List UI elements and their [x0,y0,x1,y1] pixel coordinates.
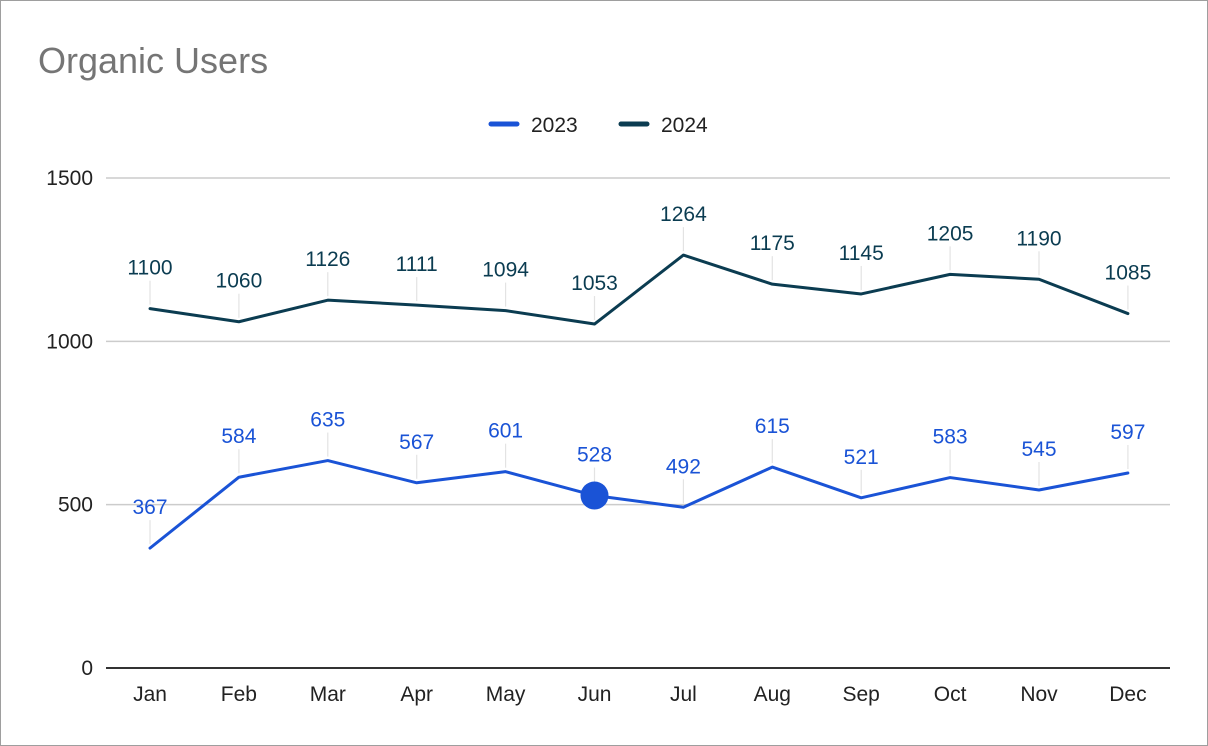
y-axis: 0 500 1000 1500 [46,167,93,680]
gridlines [106,177,1170,506]
data-label-2023-aug: 615 [755,415,790,438]
data-label-2024-dec: 1085 [1105,262,1152,285]
data-label-2024-mar: 1126 [305,248,350,271]
series-group: 367 584 635 567 601 528 492 615 521 583 545 597 1100… [127,203,1152,550]
data-label-2023-sep: 521 [844,446,879,469]
series-2023: 367 584 635 567 601 528 492 615 521 583 545 597 [132,409,1145,550]
series-2024: 1100 1060 1126 1111 1094 1053 1264 1175 1145 1205… [127,203,1152,326]
data-label-2023-nov: 545 [1021,438,1056,461]
data-label-2023-dec: 597 [1110,421,1145,444]
data-label-2024-nov: 1190 [1016,227,1061,250]
series-line-2024 [148,253,1130,326]
data-label-2024-may: 1094 [482,259,529,282]
x-tick-label-sep: Sep [843,683,880,706]
x-tick-label-aug: Aug [754,683,791,706]
data-label-2024-jun: 1053 [571,272,618,295]
x-tick-label-apr: Apr [400,683,433,706]
data-label-2023-may: 601 [488,420,523,443]
data-label-2024-jul: 1264 [660,203,707,226]
y-tick-label-1000: 1000 [46,330,93,353]
data-label-2024-sep: 1145 [839,242,884,265]
data-label-2024-aug: 1175 [750,232,795,255]
x-tick-label-jun: Jun [578,683,612,706]
x-tick-label-nov: Nov [1020,683,1058,706]
x-tick-label-oct: Oct [934,683,967,706]
data-label-2023-jun: 528 [577,444,612,467]
y-tick-label-0: 0 [81,657,93,680]
legend-label-2024: 2024 [661,114,708,137]
data-label-2023-jan: 367 [132,496,167,519]
legend-label-2023: 2023 [531,114,578,137]
data-label-2023-mar: 635 [310,409,345,432]
x-tick-label-jul: Jul [670,683,697,706]
data-label-2024-apr: 1111 [396,253,438,276]
data-label-2023-feb: 584 [221,425,256,448]
y-tick-label-1500: 1500 [46,167,93,190]
data-label-2024-oct: 1205 [927,222,974,245]
series-line-2023 [148,459,1130,550]
x-tick-label-mar: Mar [310,683,346,706]
x-tick-label-jan: Jan [133,683,167,706]
x-axis: Jan Feb Mar Apr May Jun Jul Aug Sep Oct Nov Dec [106,667,1170,706]
data-label-2023-jul: 492 [666,455,701,478]
highlighted-point-marker [580,481,609,510]
legend: 2023 2024 [488,114,708,137]
data-label-2024-feb: 1060 [216,270,263,293]
chart-title: Organic Users [38,40,269,81]
data-label-2023-oct: 583 [933,426,968,449]
x-tick-label-dec: Dec [1109,683,1146,706]
data-label-2024-jan: 1100 [127,257,172,280]
data-label-2023-apr: 567 [399,431,434,454]
y-tick-label-500: 500 [58,494,93,517]
x-tick-label-feb: Feb [221,683,257,706]
x-tick-label-may: May [486,683,526,706]
